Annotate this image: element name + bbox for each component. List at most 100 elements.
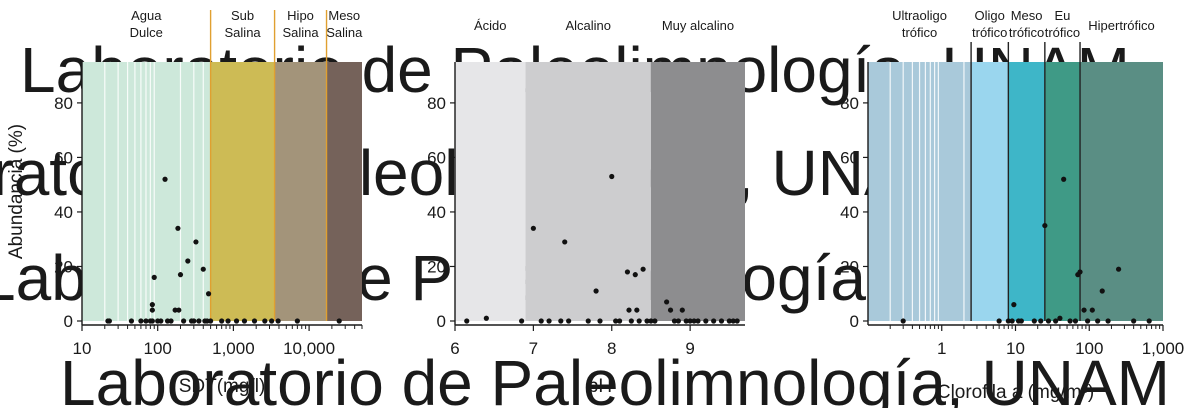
zone-band [971, 62, 1009, 321]
data-point [233, 318, 240, 324]
zone-band [1080, 62, 1163, 321]
data-point [193, 239, 199, 245]
data-point [1072, 318, 1079, 324]
zone-band [455, 62, 526, 321]
data-point [1146, 318, 1152, 324]
y-tick-label: 40 [54, 203, 73, 222]
zone-band [210, 62, 275, 321]
zone-label: Salina [225, 25, 262, 40]
y-tick-label: 80 [840, 94, 859, 113]
data-point [181, 318, 187, 324]
data-point [996, 318, 1002, 324]
y-tick-label: 60 [840, 148, 859, 167]
y-tick-label: 60 [427, 148, 446, 167]
data-point [168, 318, 174, 324]
data-point [128, 318, 135, 324]
data-point [679, 307, 685, 313]
data-point [1018, 318, 1024, 324]
data-point [626, 307, 632, 313]
data-point [200, 266, 206, 272]
data-point [1077, 269, 1083, 275]
data-point [1045, 318, 1052, 324]
data-point [1105, 318, 1111, 324]
data-point [1089, 307, 1095, 313]
data-point [138, 318, 144, 324]
data-point [1053, 318, 1059, 324]
y-tick-label: 20 [54, 257, 73, 276]
data-point [687, 318, 693, 324]
data-point [1057, 315, 1063, 321]
data-point [1085, 318, 1091, 324]
y-tick-label: 0 [850, 312, 859, 331]
data-point [644, 318, 650, 324]
watermark-line-4: Laboratorio de Paleolimnología, UNAM [60, 347, 1170, 408]
zone-label: Meso [1011, 8, 1043, 23]
y-tick-label: 60 [54, 148, 73, 167]
data-point [616, 318, 623, 324]
zone-band [1008, 62, 1045, 321]
data-point [1095, 318, 1101, 324]
data-point [562, 239, 568, 245]
data-point [185, 258, 191, 264]
data-point [208, 318, 214, 324]
zone-label: trófico [972, 25, 1007, 40]
data-point [294, 318, 300, 324]
data-point [1067, 318, 1073, 324]
zone-label: Agua [131, 8, 162, 23]
zone-band [1044, 62, 1081, 321]
data-point [1038, 318, 1044, 324]
data-point [143, 318, 149, 324]
zone-label: Muy alcalino [662, 18, 734, 33]
x-tick-label: 1,000 [1142, 339, 1185, 358]
zone-label: Hipo [287, 8, 314, 23]
data-point [1131, 318, 1137, 324]
x-tick-label: 9 [685, 339, 694, 358]
y-tick-label: 0 [64, 312, 73, 331]
data-point [691, 318, 697, 324]
data-point [177, 272, 184, 278]
data-point [519, 318, 525, 324]
data-point [734, 318, 740, 324]
zone-label: Oligo [975, 8, 1005, 23]
y-tick-label: 40 [840, 203, 859, 222]
data-point [172, 307, 178, 313]
data-point [176, 307, 182, 313]
data-point [664, 299, 670, 305]
data-point [546, 318, 552, 324]
data-point [1081, 307, 1087, 313]
zone-label: Salina [326, 25, 363, 40]
x-axis-label: Clorofila a (mg/m³) [937, 382, 1094, 403]
data-point [151, 274, 157, 280]
data-point [628, 318, 634, 324]
data-point [593, 288, 599, 294]
data-point [149, 318, 155, 324]
data-point [483, 315, 489, 321]
y-tick-label: 80 [54, 94, 73, 113]
data-point [241, 318, 248, 324]
x-axis-label: pH [588, 376, 612, 397]
x-tick-label: 100 [1075, 339, 1103, 358]
ph-panel: Ácido Alcalino Muy alcalino 0 20 40 60 80 6 7 8 9 pH [427, 18, 745, 397]
zone-label: Hipertrófico [1088, 18, 1154, 33]
zone-band [274, 62, 327, 321]
zone-label: Meso [328, 8, 360, 23]
data-point [636, 318, 642, 324]
data-point [1031, 318, 1037, 324]
data-point [634, 307, 640, 313]
y-tick-label: 20 [427, 257, 446, 276]
zone-label: Ultraoligo [892, 8, 947, 23]
x-tick-label: 6 [450, 339, 459, 358]
data-point [538, 318, 544, 324]
zone-label: trófico [902, 25, 937, 40]
x-tick-label: 7 [529, 339, 538, 358]
data-point [1009, 318, 1015, 324]
zone-label: Eu [1054, 8, 1070, 23]
data-point [191, 318, 197, 324]
data-point [597, 318, 603, 324]
data-point [225, 318, 231, 324]
data-point [624, 269, 631, 275]
data-point [683, 318, 689, 324]
data-point [718, 318, 725, 324]
data-point [1061, 176, 1067, 182]
zone-band [650, 62, 745, 321]
